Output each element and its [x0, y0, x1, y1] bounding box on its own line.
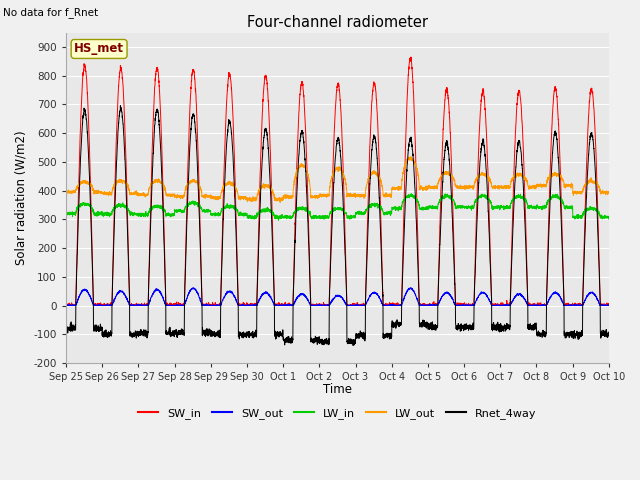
SW_out [62, 303, 70, 309]
LW_in [159, 205, 167, 211]
SW_in [62, 303, 70, 309]
SW_in [62, 302, 70, 308]
Y-axis label: Solar radiation (W/m2): Solar radiation (W/m2) [15, 131, 28, 265]
Line: LW_in: LW_in [66, 193, 609, 220]
SW_out [159, 297, 167, 303]
LW_in [460, 204, 467, 210]
SW_in [429, 303, 437, 309]
LW_in [490, 205, 498, 211]
Line: SW_out: SW_out [66, 288, 609, 306]
SW_in [407, 54, 415, 60]
Line: LW_out: LW_out [66, 157, 609, 203]
Title: Four-channel radiometer: Four-channel radiometer [247, 15, 428, 30]
Legend: SW_in, SW_out, LW_in, LW_out, Rnet_4way: SW_in, SW_out, LW_in, LW_out, Rnet_4way [134, 404, 541, 423]
SW_out [189, 285, 197, 290]
Line: SW_in: SW_in [66, 57, 609, 306]
SW_out [605, 303, 612, 309]
SW_in [490, 303, 498, 309]
LW_out [605, 190, 612, 196]
LW_out [276, 200, 284, 205]
Rnet_4way [605, 333, 612, 339]
Rnet_4way [317, 340, 325, 346]
SW_in [317, 301, 325, 307]
Rnet_4way [62, 326, 70, 332]
SW_out [317, 302, 325, 308]
SW_in [605, 303, 612, 309]
Rnet_4way [490, 324, 498, 329]
SW_in [460, 302, 467, 308]
LW_in [317, 214, 325, 220]
X-axis label: Time: Time [323, 384, 352, 396]
LW_out [317, 194, 325, 200]
LW_out [406, 154, 414, 160]
Rnet_4way [605, 330, 612, 336]
LW_in [605, 216, 612, 222]
LW_out [605, 189, 612, 195]
LW_in [605, 214, 612, 219]
LW_in [408, 191, 415, 196]
Rnet_4way [349, 343, 357, 348]
SW_in [160, 211, 168, 217]
Text: No data for f_Rnet: No data for f_Rnet [3, 7, 99, 18]
Text: HS_met: HS_met [74, 42, 124, 56]
SW_out [490, 302, 498, 308]
LW_in [62, 210, 70, 216]
LW_in [429, 204, 437, 210]
LW_in [275, 217, 282, 223]
LW_out [159, 181, 167, 187]
Line: Rnet_4way: Rnet_4way [66, 106, 609, 346]
Rnet_4way [160, 228, 168, 233]
LW_out [62, 188, 70, 193]
SW_out [429, 303, 437, 309]
Rnet_4way [116, 103, 124, 108]
SW_out [604, 303, 612, 309]
SW_in [605, 303, 612, 309]
LW_out [490, 186, 498, 192]
Rnet_4way [460, 323, 467, 328]
LW_out [460, 185, 467, 191]
LW_out [429, 184, 437, 190]
Rnet_4way [429, 323, 437, 329]
SW_out [460, 302, 467, 308]
